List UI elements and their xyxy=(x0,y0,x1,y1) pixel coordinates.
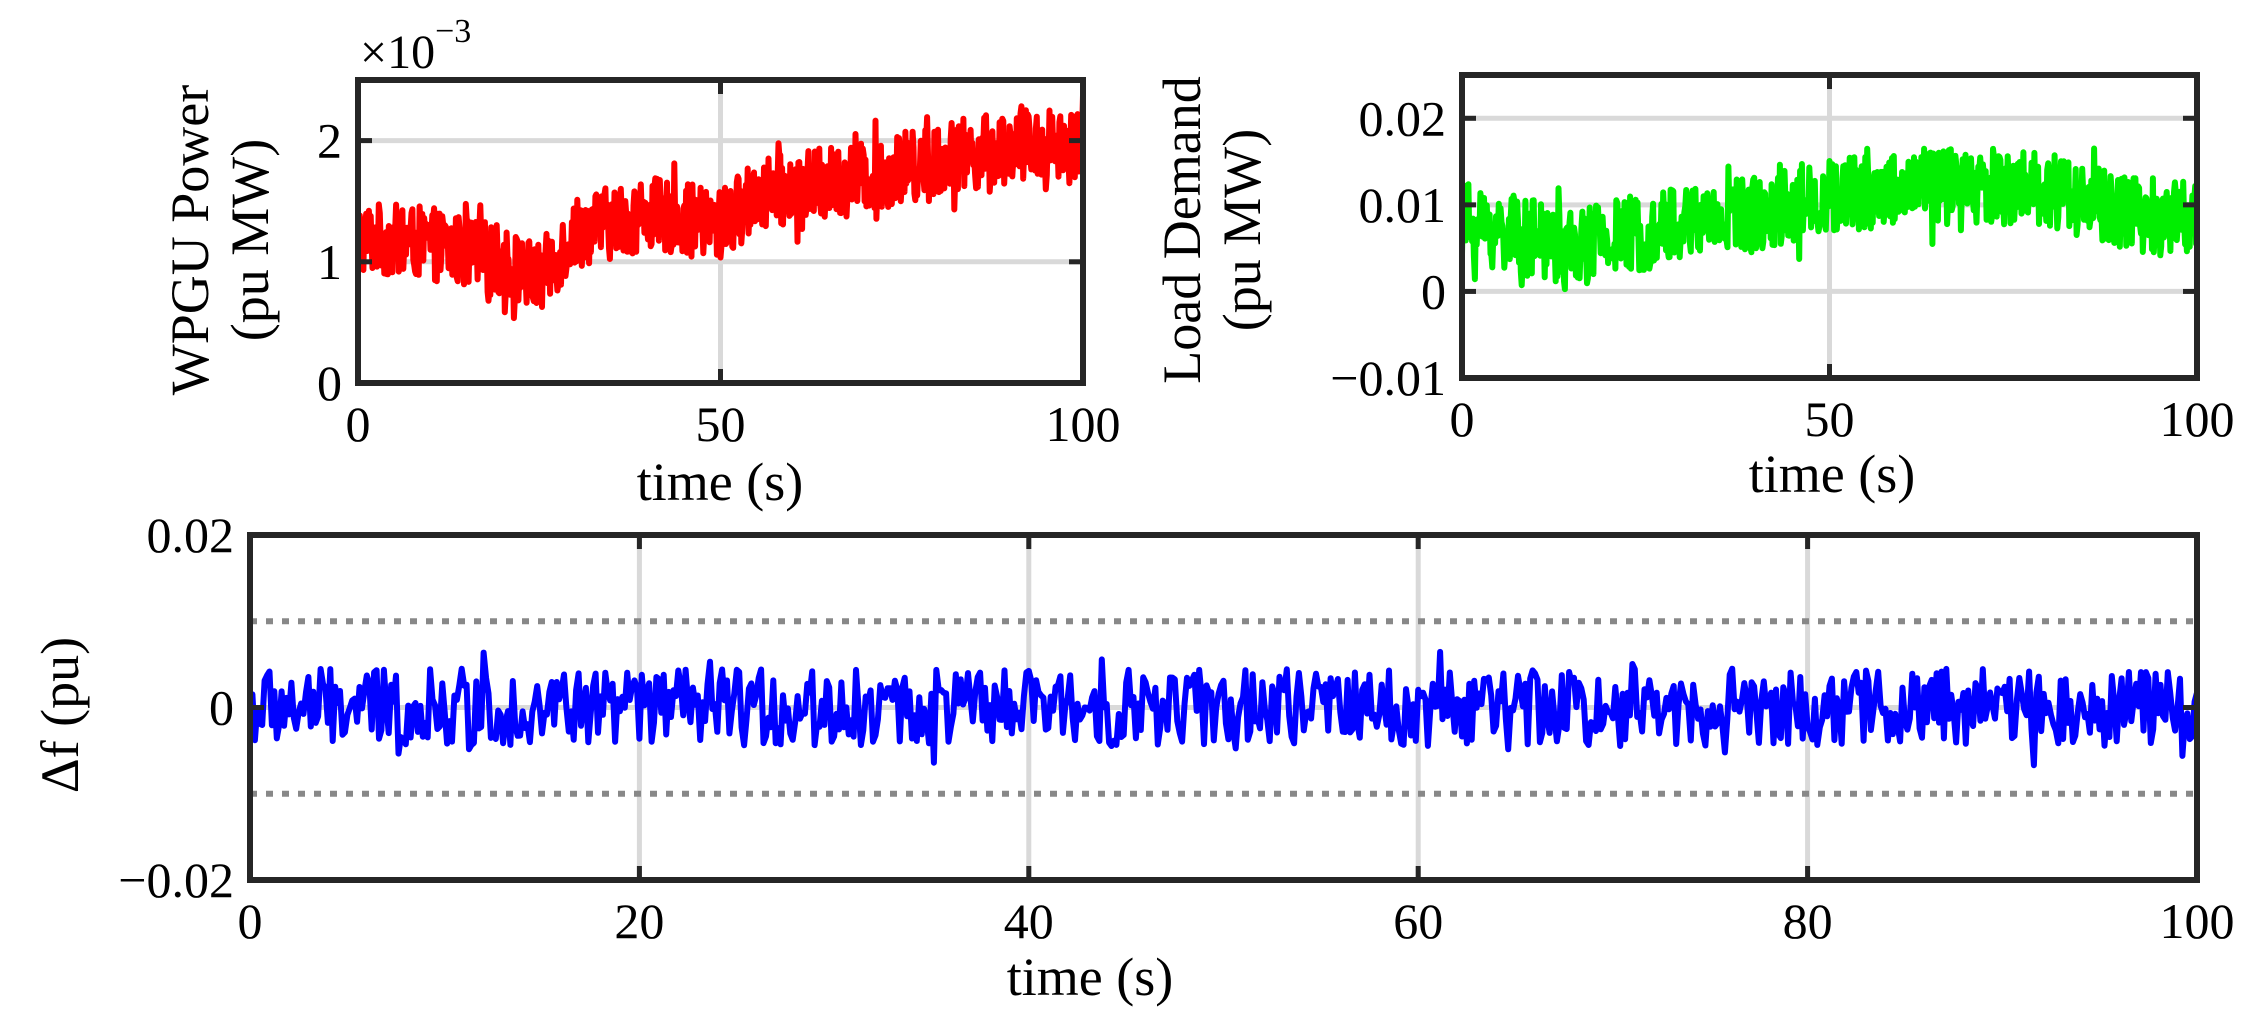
series-line xyxy=(355,95,1086,322)
y-tick-label: 2 xyxy=(317,113,342,169)
x-tick-label: 100 xyxy=(2160,391,2235,447)
y-tick-label: 1 xyxy=(317,234,342,290)
x-axis-label: time (s) xyxy=(1007,947,1173,1007)
x-axis-label: time (s) xyxy=(1749,444,1915,504)
series-line xyxy=(247,648,2200,769)
y-tick-label: 0 xyxy=(1421,263,1446,319)
y-axis-label-line-2: (pu MW) xyxy=(220,139,280,341)
x-tick-label: 40 xyxy=(1004,893,1054,949)
y-axis-label-line-1: Load Demand xyxy=(1152,76,1212,383)
y-exponent-label: ×10−3 xyxy=(360,13,471,79)
x-tick-label: 50 xyxy=(1805,391,1855,447)
x-axis-label: time (s) xyxy=(637,452,803,512)
x-tick-label: 100 xyxy=(2160,893,2235,949)
y-tick-label: 0.01 xyxy=(1359,177,1447,233)
y-tick-label: −0.02 xyxy=(118,852,234,908)
y-axis-label-line-2: (pu MW) xyxy=(1212,129,1272,331)
x-tick-label: 50 xyxy=(696,396,746,452)
x-tick-label: 100 xyxy=(1046,396,1121,452)
y-axis-label-line-1: WPGU Power xyxy=(160,85,220,395)
wpgu-power-chart: 0 1 2 0 50 100 ×10−3 WPGU Power (pu MW) time… xyxy=(160,13,1121,512)
y-axis-label: Δf (pu) xyxy=(30,637,90,793)
x-tick-label: 80 xyxy=(1783,893,1833,949)
series-line xyxy=(1459,145,2200,293)
y-tick-label: 0 xyxy=(317,355,342,411)
x-tick-label: 20 xyxy=(614,893,664,949)
x-tick-label: 0 xyxy=(1450,391,1475,447)
y-tick-label: −0.01 xyxy=(1330,350,1446,406)
y-tick-label: 0 xyxy=(209,680,234,736)
y-tick-label: 0.02 xyxy=(1359,90,1447,146)
x-tick-label: 60 xyxy=(1393,893,1443,949)
x-tick-label: 0 xyxy=(346,396,371,452)
x-tick-label: 0 xyxy=(238,893,263,949)
y-tick-label: 0.02 xyxy=(147,507,235,563)
